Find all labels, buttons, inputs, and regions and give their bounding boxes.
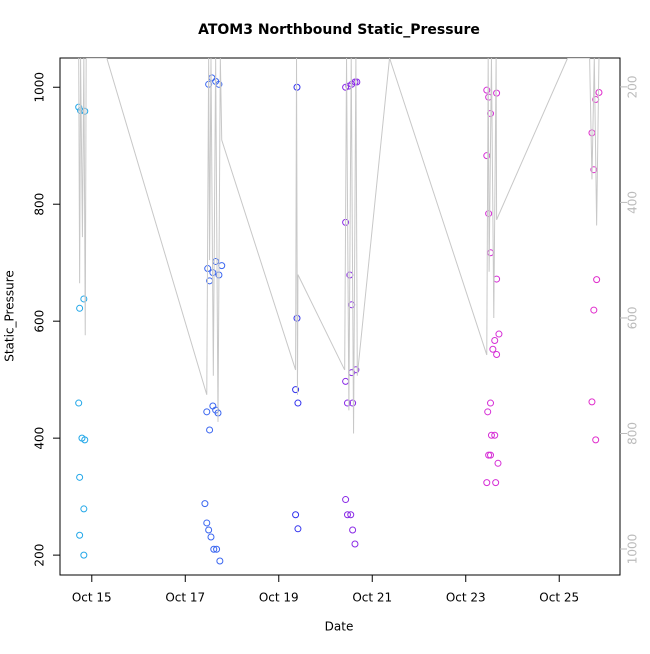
point [491, 336, 499, 344]
point [343, 399, 351, 407]
point [483, 479, 491, 487]
y-tick-label: 600 [33, 310, 47, 333]
y-tick-label: 800 [33, 193, 47, 216]
point [353, 78, 361, 86]
point [203, 519, 211, 527]
y2-tick-label: 600 [626, 306, 640, 329]
point [590, 306, 598, 314]
y2-tick-label: 200 [626, 75, 640, 98]
point [213, 545, 221, 553]
x-tick-label: Oct 15 [72, 591, 112, 605]
plot-frame [59, 57, 621, 576]
point [592, 436, 600, 444]
point [349, 526, 357, 534]
point [201, 500, 209, 508]
x-axis-label: Date [325, 620, 354, 634]
x-tick-label: Oct 21 [352, 591, 392, 605]
y-tick-label: 200 [33, 544, 47, 567]
x-tick-label: Oct 17 [165, 591, 205, 605]
point [76, 304, 84, 312]
point [487, 399, 495, 407]
point [342, 496, 350, 504]
pressure-line [78, 58, 600, 434]
point [484, 408, 492, 416]
x-tick-label: Oct 23 [446, 591, 486, 605]
point [492, 479, 500, 487]
y-tick-label: 400 [33, 427, 47, 450]
point [590, 166, 598, 174]
y-axis-label: Static_Pressure [3, 270, 17, 362]
point [206, 426, 214, 434]
point [351, 540, 359, 548]
point [292, 386, 300, 394]
point [487, 451, 495, 459]
point [203, 408, 211, 416]
point [294, 399, 302, 407]
point [494, 459, 502, 467]
point [294, 525, 302, 533]
point [343, 511, 351, 519]
y2-tick-label: 800 [626, 422, 640, 445]
point [588, 398, 596, 406]
point [81, 436, 89, 444]
point [483, 86, 491, 94]
point [351, 78, 359, 86]
point [342, 83, 350, 91]
point [292, 511, 300, 519]
point [487, 431, 495, 439]
point [347, 511, 355, 519]
point [593, 276, 601, 284]
point [483, 152, 491, 160]
point [76, 473, 84, 481]
x-tick-label: Oct 19 [259, 591, 299, 605]
point [495, 330, 503, 338]
point [485, 451, 493, 459]
point [207, 533, 215, 541]
point [80, 295, 88, 303]
point [80, 505, 88, 513]
point [493, 351, 501, 359]
point [75, 399, 83, 407]
point [80, 551, 88, 559]
point [349, 399, 357, 407]
point [216, 557, 224, 565]
point [489, 345, 497, 353]
point [205, 526, 213, 534]
point [210, 545, 218, 553]
point [76, 531, 84, 539]
chart-title: ATOM3 Northbound Static_Pressure [198, 22, 480, 38]
y2-tick-label: 400 [626, 191, 640, 214]
point [491, 431, 499, 439]
y-tick-label: 1000 [33, 72, 47, 103]
point [81, 107, 89, 115]
x-tick-label: Oct 25 [539, 591, 579, 605]
y2-tick-label: 1000 [626, 534, 640, 565]
